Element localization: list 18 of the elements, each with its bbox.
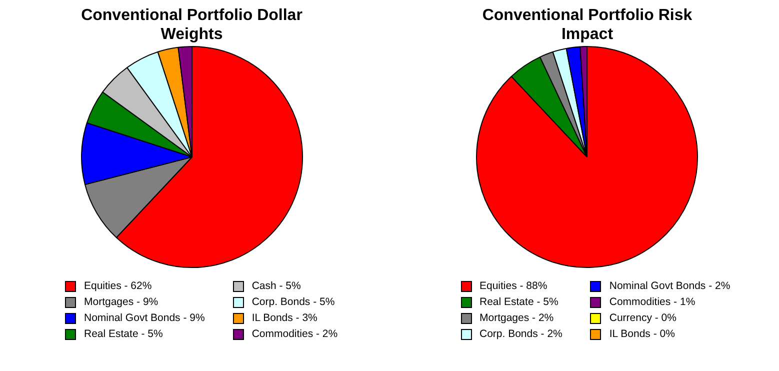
chart-title: Conventional Portfolio Dollar Weights	[80, 6, 304, 44]
legend-label: Real Estate - 5%	[480, 296, 558, 308]
legend-label: Nominal Govt Bonds - 9%	[84, 312, 205, 324]
legend-label: Corp. Bonds - 2%	[480, 328, 562, 340]
legend-label: Equities - 88%	[480, 280, 548, 292]
legend-label: Corp. Bonds - 5%	[252, 296, 335, 308]
legend-label: Real Estate - 5%	[84, 328, 163, 340]
legend-label: Equities - 62%	[84, 280, 152, 292]
legend-label: Mortgages - 2%	[480, 312, 554, 324]
chart-title: Conventional Portfolio Risk Impact	[481, 6, 694, 44]
legend-label: Commodities - 2%	[252, 328, 338, 340]
legend-label: Commodities - 1%	[609, 296, 696, 308]
legend-label: IL Bonds - 3%	[252, 312, 318, 324]
legend-label: Nominal Govt Bonds - 2%	[609, 280, 730, 292]
legend-label: Cash - 5%	[252, 280, 301, 292]
legend-label: IL Bonds - 0%	[609, 328, 675, 340]
legend-label: Mortgages - 9%	[84, 296, 158, 308]
legend-label: Currency - 0%	[609, 312, 676, 324]
